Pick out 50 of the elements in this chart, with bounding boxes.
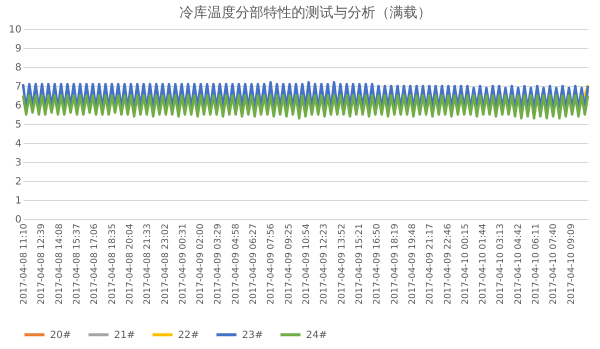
y-tick-label: 1 — [15, 196, 22, 206]
line-series — [22, 94, 590, 120]
x-tick-label: 2017-04-10 09:09 — [566, 223, 577, 305]
x-tick-label: 2017-04-09 21:17 — [426, 224, 436, 305]
x-tick-label: 2017-04-09 13:52 — [337, 224, 348, 305]
x-tick-label: 2017-04-09 02:00 — [196, 223, 206, 305]
x-tick-label: 2017-04-10 03:13 — [496, 224, 506, 305]
x-tick-label: 2017-04-09 09:25 — [284, 224, 294, 305]
x-tick-label: 2017-04-08 17:06 — [90, 223, 100, 305]
x-tick-label: 2017-04-09 00:31 — [178, 224, 188, 305]
x-tick-label: 2017-04-08 11:10 — [20, 223, 30, 305]
legend-label: 20# — [50, 330, 72, 341]
x-tick-label: 2017-04-10 04:42 — [514, 224, 524, 305]
x-tick-label: 2017-04-10 00:15 — [460, 224, 471, 305]
y-tick-label: 9 — [15, 44, 22, 54]
x-tick-label: 2017-04-08 15:37 — [72, 224, 82, 305]
x-tick-label: 2017-04-09 19:48 — [408, 223, 418, 305]
y-tick-label: 3 — [15, 158, 22, 168]
x-tick-label: 2017-04-09 16:50 — [372, 223, 383, 305]
x-tick-label: 2017-04-08 18:35 — [108, 224, 118, 305]
x-tick-label: 2017-04-09 12:23 — [320, 224, 330, 305]
x-tick-label: 2017-04-08 23:02 — [160, 224, 171, 305]
x-tick-label: 2017-04-10 01:44 — [478, 223, 489, 305]
x-tick-label: 2017-04-09 22:46 — [443, 223, 454, 305]
x-tick-label: 2017-04-09 06:27 — [249, 224, 260, 305]
y-tick-label: 6 — [15, 100, 22, 112]
x-tick-label: 2017-04-10 06:11 — [532, 224, 542, 305]
x-tick-label: 2017-04-09 03:29 — [214, 223, 224, 305]
y-tick-label: 0 — [15, 214, 22, 226]
y-tick-label: 2 — [15, 176, 22, 188]
legend-label: 22# — [178, 330, 200, 341]
x-tick-label: 2017-04-08 12:39 — [37, 223, 48, 305]
x-tick-label: 2017-04-09 04:58 — [231, 223, 242, 305]
y-tick-label: 7 — [15, 82, 22, 92]
x-tick-label: 2017-04-09 18:19 — [390, 223, 400, 305]
y-tick-label: 4 — [15, 138, 22, 150]
x-tick-label: 2017-04-08 20:04 — [125, 223, 136, 305]
y-tick-label: 8 — [15, 62, 22, 74]
legend-label: 24# — [306, 330, 328, 341]
chart-title: 冷库温度分部特性的测试与分析（满载） — [180, 5, 432, 21]
legend-label: 23# — [242, 330, 264, 341]
x-tick-label: 2017-04-09 15:21 — [354, 224, 365, 305]
x-tick-label: 2017-04-08 21:33 — [143, 224, 154, 305]
x-tick-label: 2017-04-08 14:08 — [54, 223, 65, 305]
y-tick-label: 10 — [8, 24, 22, 36]
x-tick-label: 2017-04-09 10:54 — [302, 223, 312, 305]
x-tick-label: 2017-04-09 07:56 — [266, 223, 277, 305]
x-tick-label: 2017-04-10 07:40 — [549, 223, 560, 305]
legend-label: 21# — [114, 330, 136, 341]
y-tick-label: 5 — [15, 120, 22, 130]
